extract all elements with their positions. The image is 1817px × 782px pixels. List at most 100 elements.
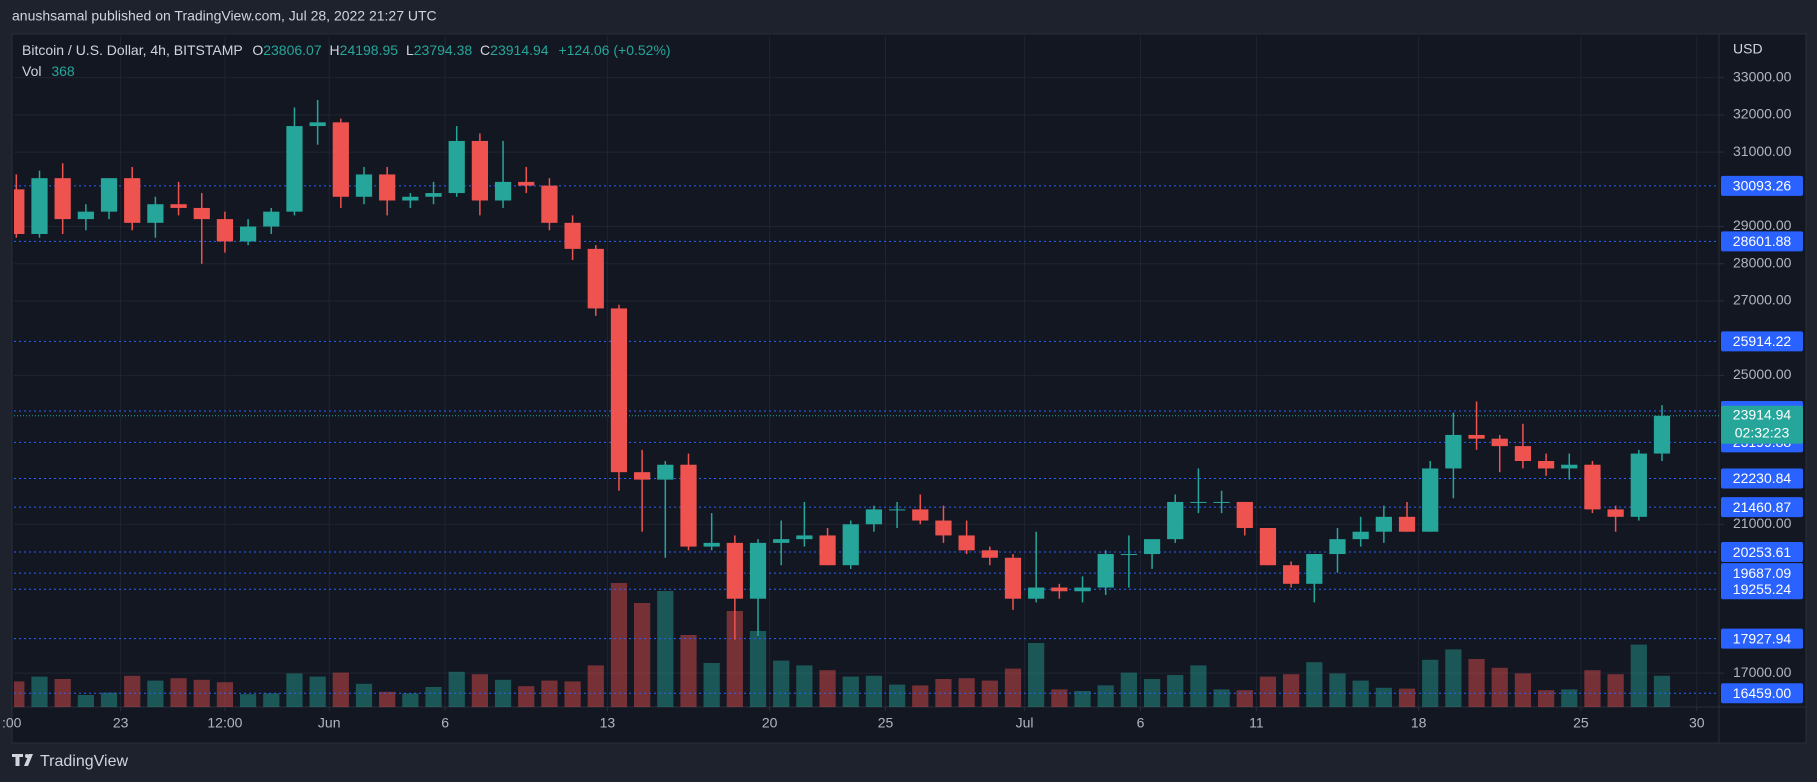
volume-bar (610, 583, 628, 707)
volume-bar (1259, 676, 1277, 707)
volume-bar (216, 682, 234, 707)
volume-bar (1283, 674, 1300, 707)
x-tick-label: 6 (1137, 715, 1145, 731)
candle-body (587, 248, 604, 309)
volume-bar (77, 695, 94, 707)
volume-bar (842, 676, 859, 707)
volume-bar (703, 663, 720, 707)
candle-body (1259, 527, 1277, 566)
candle-body (912, 509, 929, 521)
volume-bar (518, 686, 535, 707)
price-line-box (1721, 563, 1803, 584)
candle-body (1283, 565, 1300, 584)
candle-body (263, 211, 280, 227)
volume-bar (657, 591, 674, 707)
candle-body (332, 122, 349, 197)
volume-bar (1468, 659, 1485, 707)
volume-bar (958, 678, 975, 707)
volume-bar (634, 603, 651, 707)
symbol-title: Bitcoin / U.S. Dollar, 4h, BITSTAMP (22, 42, 242, 58)
price-line-box (1721, 628, 1803, 649)
volume-bar (1398, 688, 1416, 707)
candle-body (865, 509, 883, 525)
chart-frame (11, 33, 1807, 744)
volume-bar (263, 693, 280, 707)
candle-body (1004, 557, 1022, 599)
volume-bar (100, 692, 118, 707)
candle-body (1607, 509, 1624, 517)
x-tick-label: 25 (1573, 715, 1589, 731)
axes: 33000.00 32000.00 31000.00 29000.00 28000.00… (2, 68, 1803, 731)
candle-body (564, 222, 581, 249)
candle-body (819, 535, 836, 566)
price-line-label: 20253.61 (1733, 544, 1792, 560)
x-tick-label: 30 (1689, 715, 1705, 731)
candle-body (796, 535, 813, 540)
volume-bar (1074, 691, 1091, 707)
volume-bar (680, 635, 697, 707)
currency-label: USD (1733, 41, 1763, 57)
volume-bar (1004, 668, 1022, 707)
candle-body (981, 550, 998, 558)
price-line-label: 19687.09 (1733, 565, 1792, 581)
candle-body (1143, 539, 1161, 555)
volume-bar (1329, 673, 1346, 707)
candle-body (170, 204, 187, 208)
last-price-label: 23914.94 (1733, 406, 1792, 422)
volume-bar (1143, 679, 1161, 707)
legend-label: H (330, 42, 340, 58)
volume-bar (1167, 675, 1184, 707)
volume-bar (1561, 689, 1578, 707)
volume-bar (379, 691, 396, 707)
volume-bar (193, 679, 210, 707)
candle-body (842, 524, 859, 566)
volume-bar (773, 660, 790, 707)
y-tick-label: 33000.00 (1733, 68, 1792, 84)
volume-layer (14, 583, 1671, 707)
candle-body (193, 207, 210, 220)
price-line-label: 25914.22 (1733, 333, 1792, 349)
price-line-label: 30093.26 (1733, 178, 1792, 194)
candle-body (657, 464, 674, 480)
volume-bar (1514, 673, 1532, 707)
volume-bar (332, 672, 349, 707)
volume-bar (935, 679, 952, 707)
legend-value: 23794.38 (414, 42, 473, 58)
y-tick-label: 28000.00 (1733, 254, 1792, 270)
candle-body (1491, 438, 1508, 447)
candle-body (355, 174, 373, 197)
legend-label: L (406, 42, 414, 58)
y-tick-label: 17000.00 (1733, 664, 1792, 680)
candle-body (77, 211, 94, 220)
volume-bar (564, 681, 581, 707)
candle-body (1190, 501, 1207, 503)
candle-body (402, 196, 419, 201)
y-tick-label: 27000.00 (1733, 292, 1792, 308)
volume-bar (1097, 685, 1114, 707)
legend-value: 23914.94 (490, 42, 549, 58)
legend-value: 24198.95 (340, 42, 399, 58)
candle-body (379, 174, 396, 201)
volume-bar (1375, 687, 1392, 707)
footer-brand[interactable]: TradingView (40, 753, 128, 770)
volume-bar (749, 631, 767, 707)
volume-bar (170, 678, 187, 707)
candle-body (1468, 434, 1485, 439)
candle-body (726, 542, 743, 599)
volume-bar (1422, 659, 1439, 707)
candle-body (1097, 554, 1114, 588)
candle-body (773, 539, 790, 543)
price-line-box (1721, 231, 1803, 252)
candle-body (749, 542, 767, 599)
candle-body (888, 509, 906, 511)
candle-body (1561, 464, 1578, 469)
volume-bar (286, 673, 303, 707)
volume-bar (587, 665, 604, 707)
volume-bar (425, 687, 442, 707)
candles (14, 100, 1671, 640)
candle-body (14, 189, 25, 234)
price-line-label: 21460.87 (1733, 499, 1792, 515)
candle-body (216, 219, 234, 242)
x-tick-label: Jun (318, 715, 341, 731)
